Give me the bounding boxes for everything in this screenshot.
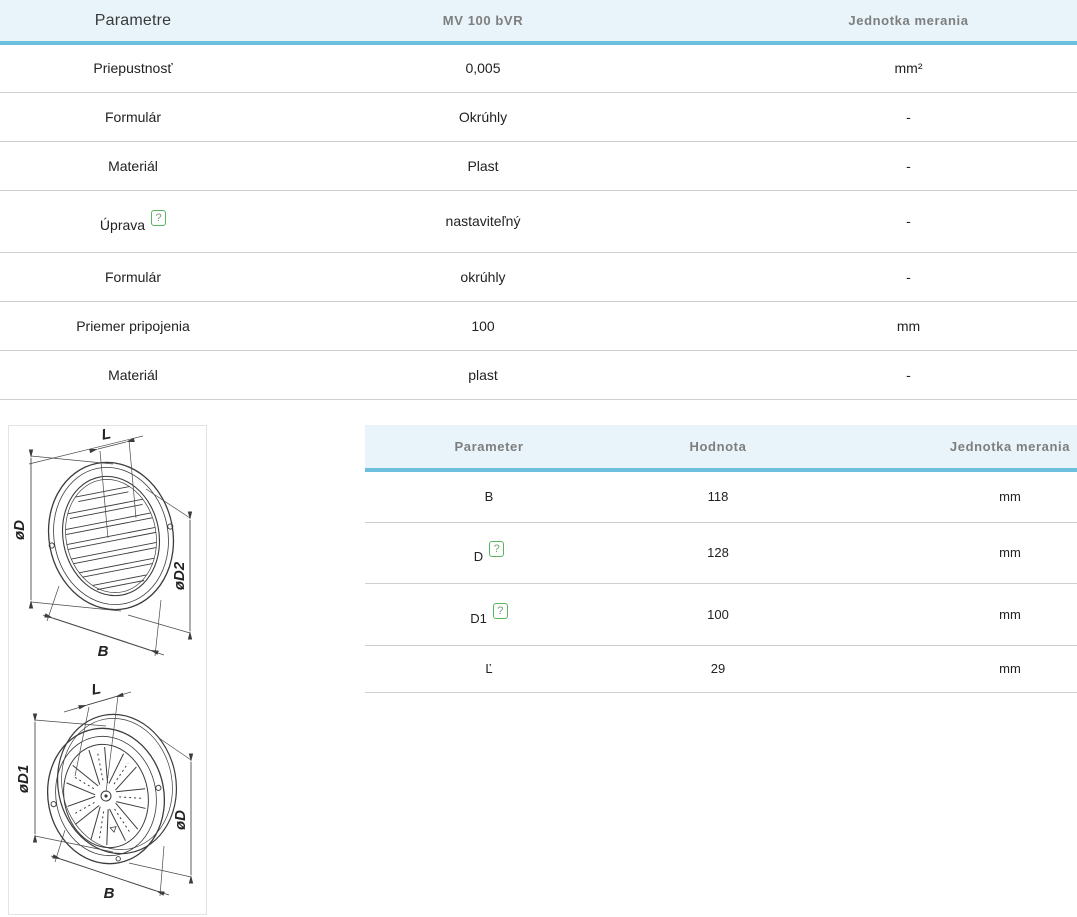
param-unit: mm² — [700, 43, 1077, 93]
param-value: okrúhly — [266, 252, 700, 302]
param-value: nastaviteľný — [266, 190, 700, 253]
table-row: Formulár Okrúhly - — [0, 92, 1077, 142]
grille-adjustable-diagram: L øD1 øD B — [15, 680, 194, 902]
param-unit: - — [700, 141, 1077, 191]
table-row: Materiál Plast - — [0, 141, 1077, 191]
dim-value: 118 — [613, 470, 823, 523]
dim-label: Ľ — [365, 645, 613, 693]
table-row: Formulár okrúhly - — [0, 252, 1077, 302]
dim-unit: mm — [823, 583, 1077, 646]
dim-label-oD1: øD1 — [15, 765, 32, 793]
param-label: Priemer pripojenia — [0, 301, 266, 351]
help-icon[interactable]: ? — [492, 602, 508, 619]
dim-value: 128 — [613, 522, 823, 584]
help-icon[interactable]: ? — [151, 209, 167, 226]
product-parameters-table: Parametre MV 100 bVR Jednotka merania Pr… — [0, 0, 1077, 400]
help-icon[interactable]: ? — [489, 541, 505, 557]
table-row: Priepustnosť 0,005 mm² — [0, 43, 1077, 93]
dim-label: D? — [365, 522, 613, 584]
dim-label-B: B — [104, 885, 115, 902]
param-unit: mm — [700, 301, 1077, 351]
table-row: D1? 100 mm — [365, 583, 1077, 646]
technical-drawing: L øD øD2 B — [8, 425, 207, 915]
param-label: Formulár — [0, 92, 266, 142]
dim-label-oD: øD — [172, 810, 189, 830]
param-unit: - — [700, 252, 1077, 302]
column-header-hodnota: Hodnota — [613, 425, 823, 472]
param-value: 0,005 — [266, 43, 700, 93]
dim-unit: mm — [823, 645, 1077, 693]
param-unit: - — [700, 190, 1077, 253]
column-header-unit: Jednotka merania — [823, 425, 1077, 472]
dimensions-table: Parameter Hodnota Jednotka merania B 118… — [365, 425, 1077, 693]
dim-label-B: B — [98, 643, 109, 660]
table-header-row: Parametre MV 100 bVR Jednotka merania — [0, 0, 1077, 45]
column-header-model: MV 100 bVR — [266, 0, 700, 45]
param-value: plast — [266, 350, 700, 400]
table-row: B 118 mm — [365, 470, 1077, 523]
table-row: Ľ 29 mm — [365, 645, 1077, 693]
column-header-parametre: Parametre — [0, 0, 266, 45]
table-header-row: Parameter Hodnota Jednotka merania — [365, 425, 1077, 472]
param-label: Úprava? — [0, 190, 266, 253]
param-value: Okrúhly — [266, 92, 700, 142]
param-label: Formulár — [0, 252, 266, 302]
dim-unit: mm — [823, 522, 1077, 584]
dim-label-L: L — [90, 680, 102, 698]
param-label: Materiál — [0, 141, 266, 191]
grille-louvered-diagram: L øD øD2 B — [11, 426, 193, 660]
table-row: D? 128 mm — [365, 522, 1077, 584]
dim-label-L: L — [100, 426, 112, 444]
param-unit: - — [700, 350, 1077, 400]
dim-unit: mm — [823, 470, 1077, 523]
table-row: Materiál plast - — [0, 350, 1077, 400]
column-header-parameter: Parameter — [365, 425, 613, 472]
param-label: Materiál — [0, 350, 266, 400]
param-label: Priepustnosť — [0, 43, 266, 93]
param-unit: - — [700, 92, 1077, 142]
param-value: Plast — [266, 141, 700, 191]
dim-label: B — [365, 470, 613, 523]
dim-label: D1? — [365, 583, 613, 646]
dim-value: 29 — [613, 645, 823, 693]
column-header-unit: Jednotka merania — [700, 0, 1077, 45]
param-value: 100 — [266, 301, 700, 351]
table-row: Priemer pripojenia 100 mm — [0, 301, 1077, 351]
table-row: Úprava? nastaviteľný - — [0, 190, 1077, 253]
dim-label-oD: øD — [11, 520, 28, 540]
dim-label-oD2: øD2 — [171, 561, 188, 590]
dim-value: 100 — [613, 583, 823, 646]
